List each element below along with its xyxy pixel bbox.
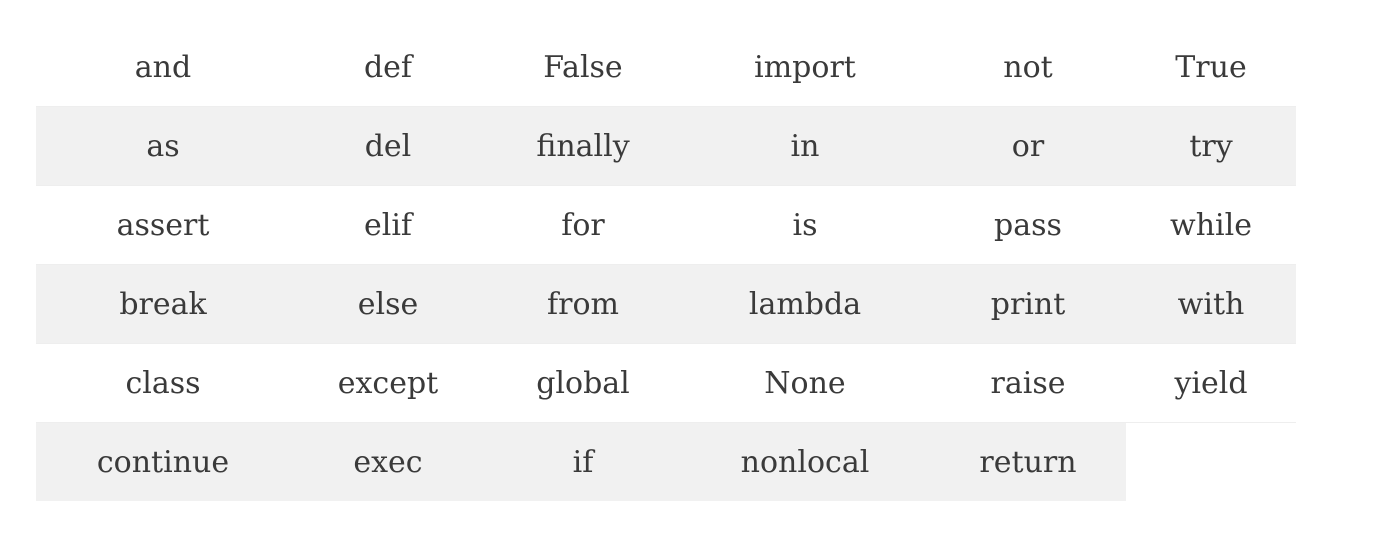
- keyword-cell: except: [290, 343, 486, 423]
- keyword-cell: class: [36, 343, 290, 423]
- keyword-cell: nonlocal: [680, 422, 930, 501]
- keyword-cell: assert: [36, 185, 290, 265]
- empty-cell: [1126, 422, 1296, 501]
- keyword-cell: if: [486, 422, 680, 501]
- table-row: and def False import not True: [36, 28, 1296, 107]
- keyword-cell: None: [680, 343, 930, 423]
- keywords-table: and def False import not True as del fin…: [36, 28, 1296, 501]
- table-row: as del finally in or try: [36, 106, 1296, 186]
- table-row: assert elif for is pass while: [36, 185, 1296, 265]
- keyword-cell: in: [680, 106, 930, 186]
- keyword-cell: not: [1003, 49, 1053, 85]
- keyword-cell: is: [680, 185, 930, 265]
- keyword-cell: raise: [930, 343, 1126, 423]
- keyword-cell: def: [363, 49, 413, 85]
- keyword-cell: break: [36, 264, 290, 344]
- keyword-cell: for: [486, 185, 680, 265]
- keyword-cell: True: [1175, 49, 1247, 85]
- keyword-cell: try: [1126, 106, 1296, 186]
- keyword-cell: pass: [930, 185, 1126, 265]
- keyword-cell: continue: [36, 422, 290, 501]
- keyword-cell: lambda: [680, 264, 930, 344]
- keyword-cell: from: [486, 264, 680, 344]
- keyword-cell: or: [930, 106, 1126, 186]
- keyword-cell: yield: [1126, 343, 1296, 423]
- keyword-cell: exec: [290, 422, 486, 501]
- keyword-cell: else: [290, 264, 486, 344]
- keyword-cell: elif: [290, 185, 486, 265]
- keyword-cell: False: [543, 49, 623, 85]
- table-row: continue exec if nonlocal return: [36, 422, 1296, 501]
- table-row: break else from lambda print with: [36, 264, 1296, 344]
- keyword-cell: global: [486, 343, 680, 423]
- keyword-cell: print: [930, 264, 1126, 344]
- keyword-cell: and: [134, 49, 192, 85]
- keyword-cell: import: [754, 49, 856, 85]
- keyword-cell: del: [290, 106, 486, 186]
- keyword-cell: with: [1126, 264, 1296, 344]
- keyword-cell: return: [930, 422, 1126, 501]
- table-row: class except global None raise yield: [36, 343, 1296, 423]
- keyword-cell: finally: [486, 106, 680, 186]
- keyword-cell: as: [36, 106, 290, 186]
- keyword-cell: while: [1126, 185, 1296, 265]
